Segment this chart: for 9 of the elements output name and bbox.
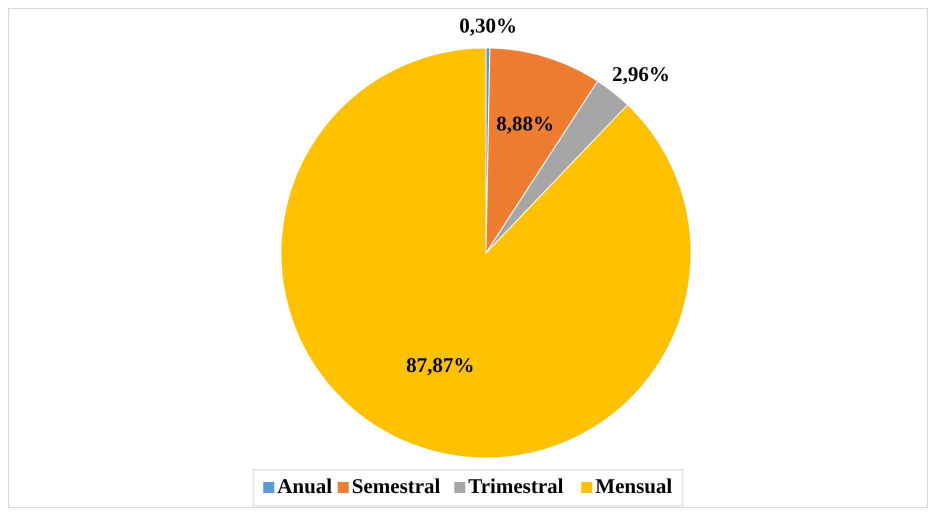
- pie-slice: [280, 48, 692, 458]
- legend-label: Anual: [277, 474, 332, 498]
- data-label: 0,30%: [459, 13, 517, 38]
- legend-label: Trimestral: [468, 474, 564, 498]
- data-label: 8,88%: [496, 111, 554, 136]
- data-label: 2,96%: [612, 62, 670, 86]
- legend-label: Mensual: [595, 474, 672, 498]
- data-label: 87,87%: [406, 352, 474, 377]
- legend-label: Semestral: [352, 474, 441, 498]
